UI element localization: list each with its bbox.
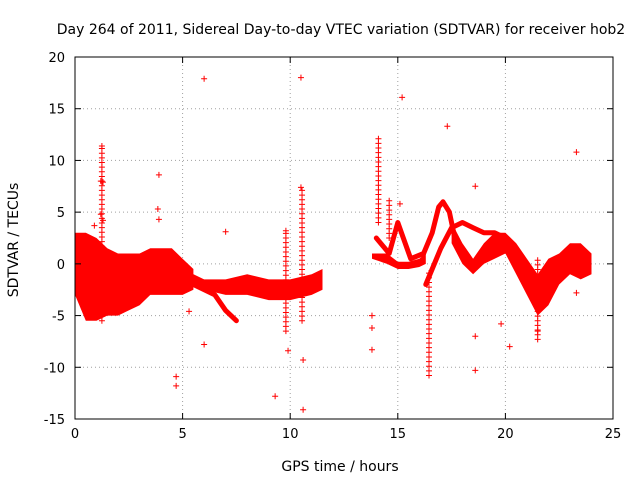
- data-point: [472, 183, 479, 190]
- y-tick-label: 5: [57, 206, 65, 221]
- data-point: [396, 200, 403, 207]
- data-point: [444, 123, 451, 130]
- data-point: [368, 324, 375, 331]
- data-point: [534, 328, 541, 335]
- data-point: [297, 184, 304, 191]
- data-point: [98, 142, 105, 149]
- data-point: [173, 373, 180, 380]
- data-point: [272, 393, 279, 400]
- x-tick-label: 15: [390, 427, 407, 442]
- data-point: [573, 149, 580, 156]
- x-tick-label: 20: [497, 427, 514, 442]
- data-point: [222, 228, 229, 235]
- y-tick-label: 20: [48, 51, 65, 66]
- data-point: [282, 227, 289, 234]
- x-tick-label: 5: [178, 427, 186, 442]
- data-point: [201, 341, 208, 348]
- data-point: [472, 367, 479, 374]
- y-tick-label: -15: [44, 413, 65, 428]
- y-tick-label: -10: [44, 361, 65, 376]
- chart-title: Day 264 of 2011, Sidereal Day-to-day VTE…: [57, 22, 625, 38]
- data-point: [472, 333, 479, 340]
- data-point: [186, 308, 193, 315]
- data-point: [173, 382, 180, 389]
- dense-point-curve: [373, 199, 465, 262]
- dense-point-curve: [423, 220, 508, 287]
- dense-point-band: [451, 222, 592, 316]
- data-point: [297, 74, 304, 81]
- axis-ticks: 0 5 10 15 20 25 -15 -10 -5 0 5 10 15 20: [44, 51, 622, 442]
- data-point: [285, 347, 292, 354]
- data-point: [99, 217, 106, 224]
- data-point: [368, 312, 375, 319]
- data-point: [498, 320, 505, 327]
- y-axis-label: SDTVAR / TECUs: [6, 183, 22, 298]
- data-point: [99, 179, 106, 186]
- data-point: [154, 206, 161, 213]
- x-tick-label: 25: [605, 427, 622, 442]
- spike-point: [386, 197, 393, 204]
- spike-point: [299, 187, 306, 194]
- data-point: [201, 75, 208, 82]
- spike-point: [375, 135, 382, 142]
- data-point: [97, 211, 104, 218]
- data-point: [91, 222, 98, 229]
- x-axis-label: GPS time / hours: [281, 459, 398, 475]
- spike-point: [534, 257, 541, 264]
- y-tick-label: -5: [52, 310, 65, 325]
- y-tick-label: 10: [48, 154, 65, 169]
- dense-point-curve: [169, 271, 239, 324]
- data-point: [155, 216, 162, 223]
- spike-point: [426, 270, 433, 277]
- grid: [75, 57, 613, 419]
- data-point: [573, 289, 580, 296]
- data-marks: [75, 74, 592, 413]
- data-point: [155, 171, 162, 178]
- data-point: [399, 94, 406, 101]
- dense-point-band: [182, 269, 323, 301]
- y-tick-label: 0: [57, 258, 65, 273]
- dense-point-band: [372, 253, 426, 269]
- x-tick-label: 0: [71, 427, 79, 442]
- dense-point-band: [75, 232, 194, 321]
- data-point: [506, 343, 513, 350]
- data-point: [300, 406, 307, 413]
- y-tick-label: 15: [48, 103, 65, 118]
- plot-frame: [74, 56, 614, 420]
- x-tick-label: 10: [282, 427, 299, 442]
- data-point: [300, 357, 307, 364]
- data-point: [368, 346, 375, 353]
